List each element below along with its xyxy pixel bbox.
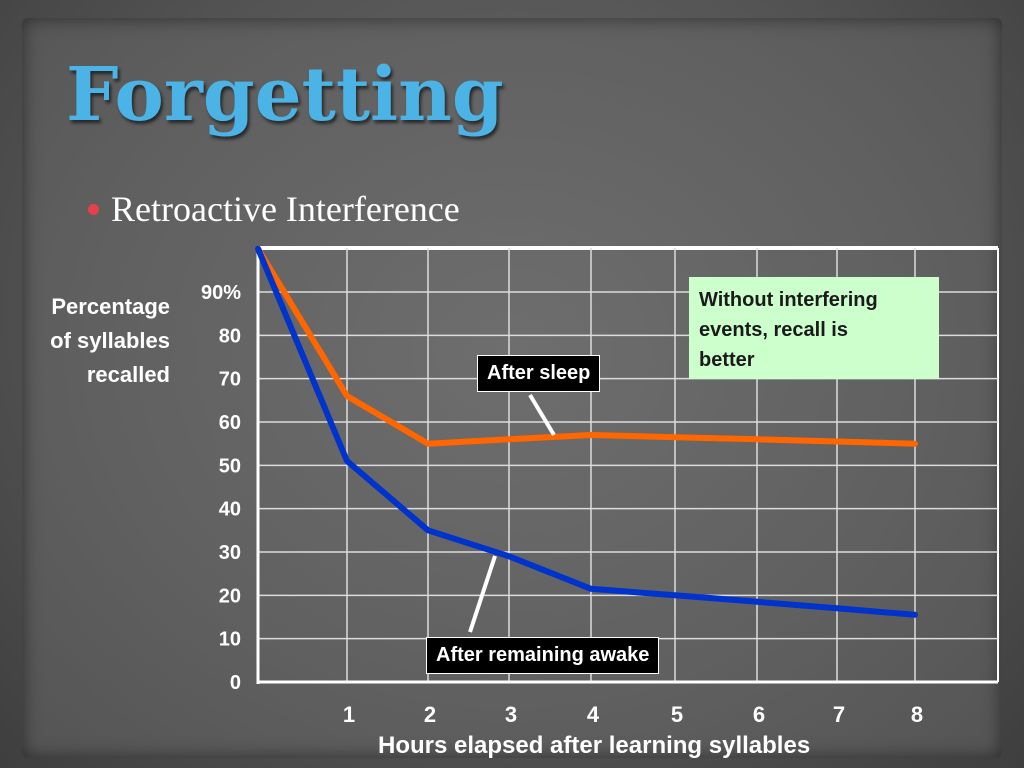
note-callout: Without interfering events, recall is be…: [689, 277, 939, 379]
bullet-text: Retroactive Interference: [111, 189, 460, 229]
x-tick-label: 4: [587, 702, 600, 727]
y-tick-label: 0: [230, 672, 241, 694]
chart-ticks: 0 10 20 30 40 50 60 70 80 90% 1 2 3 4 5 6 7 8: [201, 282, 923, 727]
x-tick-label: 6: [753, 702, 765, 727]
x-axis-title: Hours elapsed after learning syllables: [378, 732, 811, 759]
note-line-3: better: [699, 349, 755, 371]
chart-grid: [256, 246, 999, 684]
chart-series: [255, 245, 918, 618]
note-line-2: events, recall is: [699, 319, 848, 341]
y-tick-label: 20: [219, 585, 241, 607]
x-tick-label: 1: [343, 702, 355, 727]
y-tick-label: 30: [219, 542, 241, 564]
y-tick-label: 60: [219, 412, 241, 434]
y-axis-label: Percentage of syllables recalled: [10, 290, 170, 392]
awake-pointer-line: [468, 555, 497, 633]
bullet-dot-icon: [88, 203, 99, 215]
after-awake-tag: After remaining awake: [426, 637, 660, 674]
y-tick-label: 50: [219, 455, 241, 477]
y-axis-label-line-3: recalled: [86, 362, 170, 387]
slide-title: Forgetting: [66, 52, 504, 138]
y-tick-label: 10: [219, 629, 241, 651]
y-axis-label-line-2: of syllables: [50, 328, 170, 353]
series-line-after-sleep: [255, 245, 918, 447]
after-sleep-tag: After sleep: [477, 355, 601, 392]
x-tick-label: 7: [833, 702, 845, 727]
note-line-1: Without interfering: [699, 289, 878, 311]
y-tick-label: 80: [219, 325, 241, 347]
x-tick-label: 3: [505, 702, 517, 727]
y-tick-label: 70: [219, 369, 241, 391]
bullet-item: Retroactive Interference: [88, 188, 460, 230]
callout-pointers: [468, 393, 556, 633]
y-tick-label: 90%: [201, 282, 241, 304]
series-line-after-awake: [255, 245, 918, 618]
x-tick-label: 8: [911, 702, 923, 727]
sleep-pointer-line: [528, 393, 556, 437]
x-tick-label: 5: [671, 702, 683, 727]
y-tick-label: 40: [219, 499, 241, 521]
x-tick-label: 2: [424, 702, 436, 727]
y-axis-label-line-1: Percentage: [51, 294, 170, 319]
